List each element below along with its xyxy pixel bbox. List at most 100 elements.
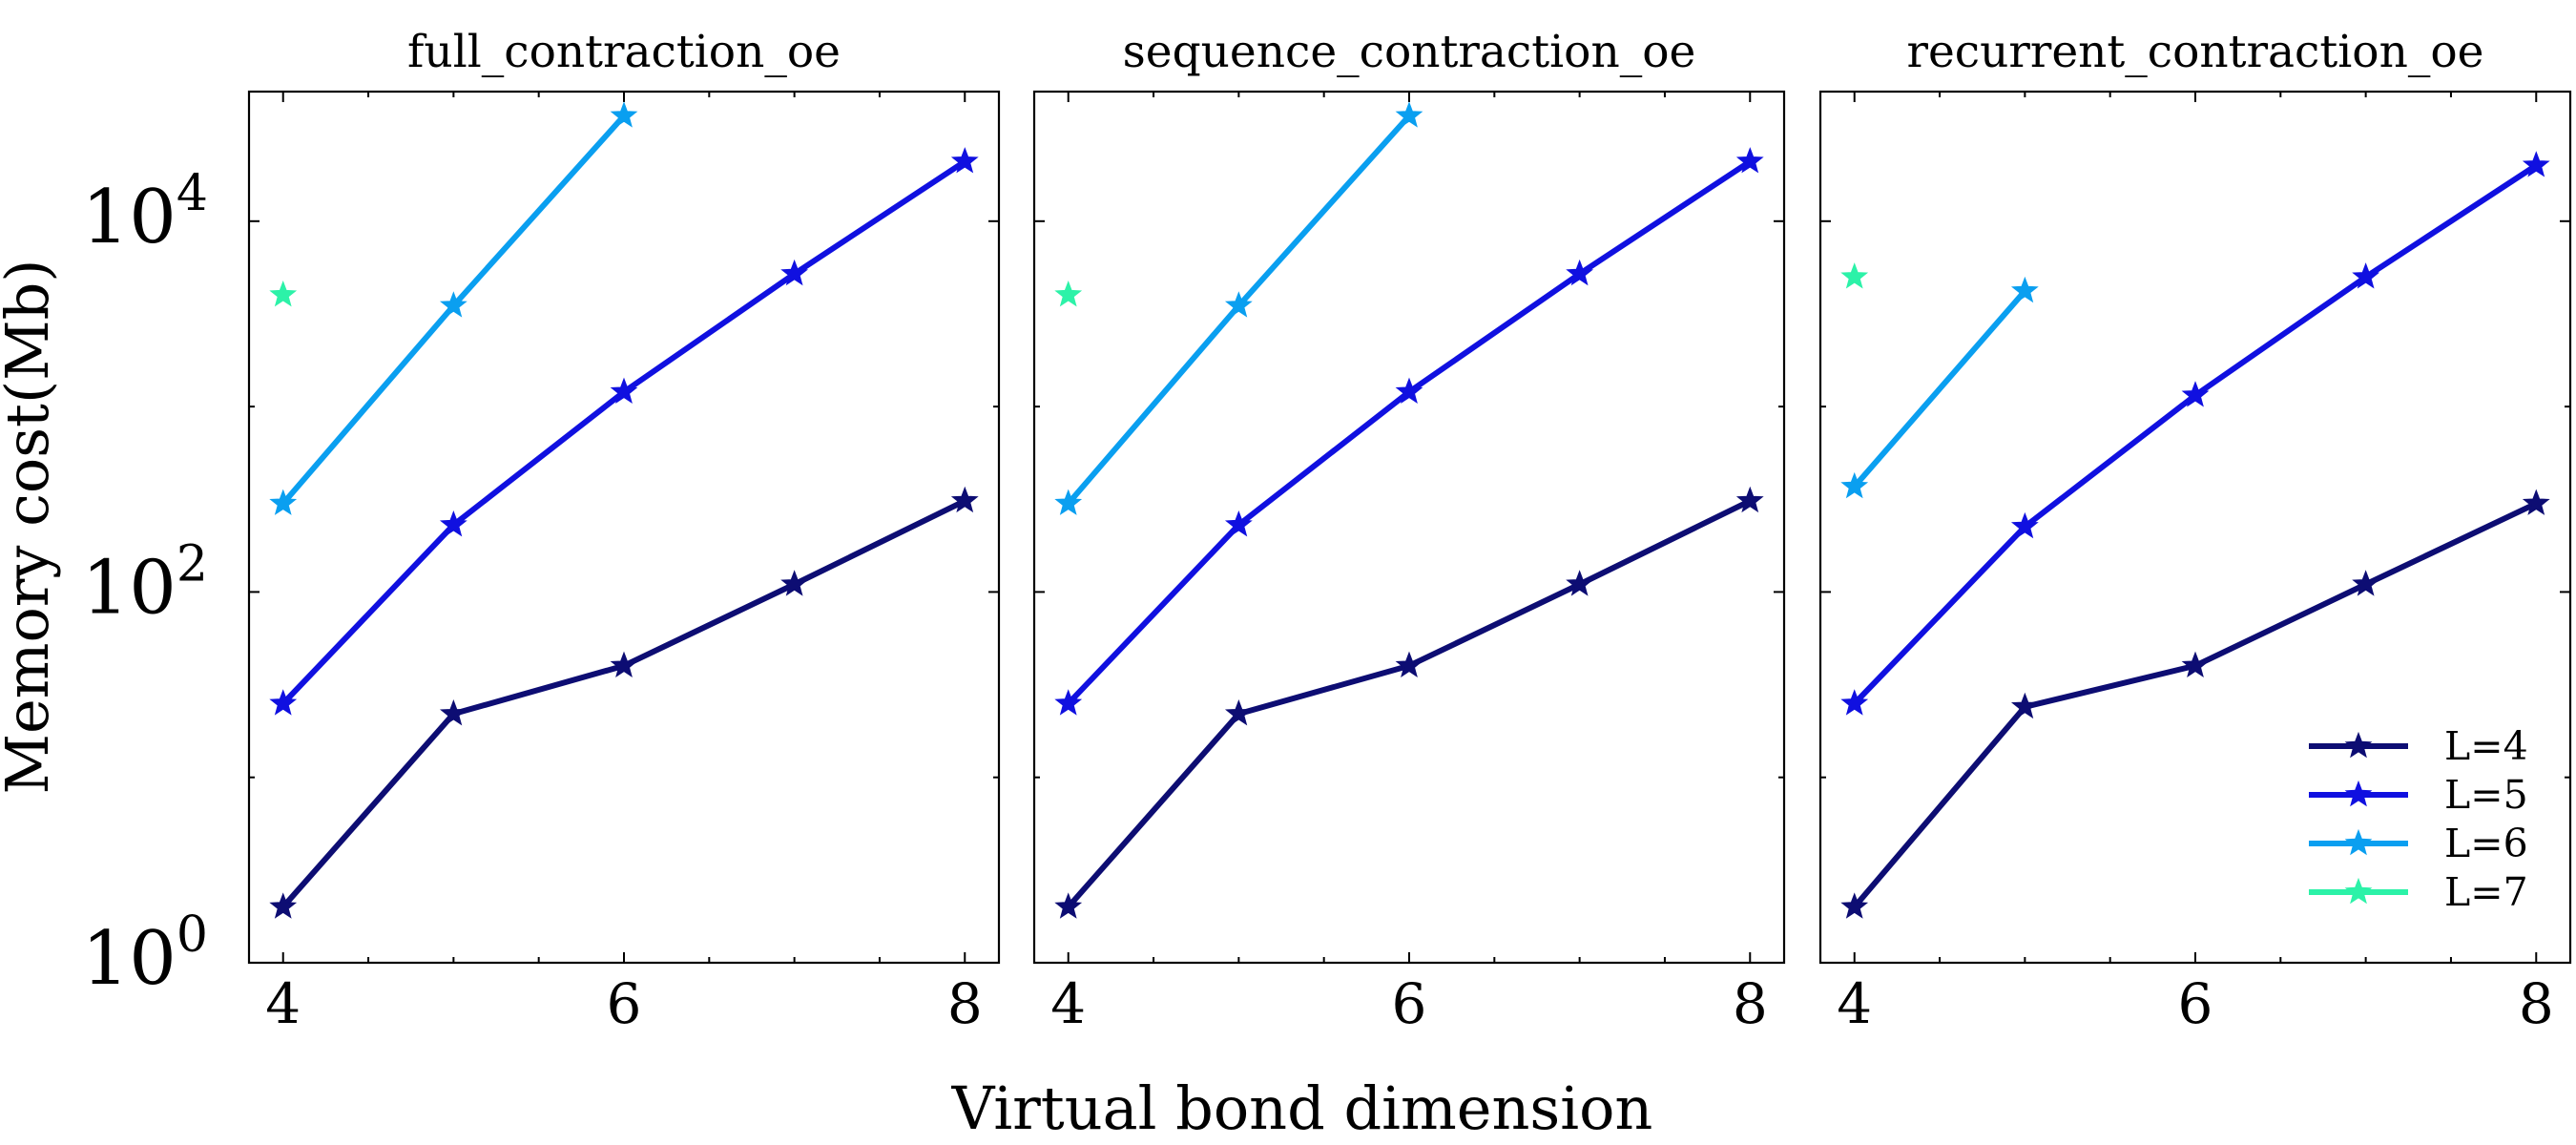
legend-item-L-5: L=5 xyxy=(2309,772,2528,818)
data-point xyxy=(1566,259,1594,286)
series-L-4 xyxy=(1054,486,1764,919)
legend-marker xyxy=(2344,877,2373,905)
panel-title: full_contraction_oe xyxy=(407,26,841,78)
series-line xyxy=(1852,289,2027,489)
legend-marker xyxy=(2344,731,2373,759)
data-point xyxy=(610,651,638,677)
data-point xyxy=(269,689,298,716)
data-point xyxy=(269,281,298,307)
legend-item-L-4: L=4 xyxy=(2309,723,2528,769)
x-tick-label: 6 xyxy=(1392,971,1427,1036)
series-L-5 xyxy=(1054,147,1764,716)
data-point xyxy=(1840,892,1869,919)
plot-area xyxy=(1054,101,1764,919)
data-point xyxy=(1840,262,1869,289)
y-ticks xyxy=(249,219,999,964)
x-ticks xyxy=(281,92,966,963)
plot-area xyxy=(1840,151,2550,919)
data-point xyxy=(2352,570,2380,596)
data-point xyxy=(2181,381,2210,407)
data-point xyxy=(2181,651,2210,677)
plot-frame xyxy=(247,90,1001,965)
y-tick-label: 102 xyxy=(82,535,208,631)
x-axis-label: Virtual bond dimension xyxy=(951,1073,1653,1143)
data-point xyxy=(1224,291,1253,318)
series-line xyxy=(1066,498,1752,909)
legend: L=4L=5L=6L=7 xyxy=(2309,723,2528,915)
series-L-5 xyxy=(1840,151,2550,716)
data-point xyxy=(439,510,467,537)
series-L-7 xyxy=(1840,262,1869,289)
series-line xyxy=(1066,158,1752,706)
legend-label: L=4 xyxy=(2444,723,2528,769)
chart-panel-3: 4 6 8 recurrent_contraction_oe L=4L=5L=6L=7 xyxy=(1818,26,2572,1036)
y-ticks xyxy=(1820,219,2570,964)
data-point xyxy=(2010,511,2039,539)
data-point xyxy=(2522,151,2550,177)
data-point xyxy=(1224,510,1253,537)
data-point xyxy=(2010,276,2039,303)
series-line xyxy=(280,158,966,706)
series-L-4 xyxy=(1840,489,2550,919)
data-point xyxy=(780,259,809,286)
x-tick-label: 8 xyxy=(2519,971,2554,1036)
data-point xyxy=(1054,489,1083,515)
data-point xyxy=(1566,570,1594,596)
series-L-5 xyxy=(269,147,979,716)
x-tick-label: 6 xyxy=(2178,971,2213,1036)
plot-area xyxy=(269,101,979,919)
series-line xyxy=(1852,162,2538,706)
data-point xyxy=(1054,892,1083,919)
y-ticks xyxy=(1034,219,1784,964)
chart-panel-2: 4 6 8 sequence_contraction_oe xyxy=(1032,26,1786,1036)
data-point xyxy=(1224,699,1253,726)
x-tick-label: 8 xyxy=(947,971,983,1036)
legend-item-L-6: L=6 xyxy=(2309,821,2528,866)
data-point xyxy=(1395,651,1423,677)
plot-frame xyxy=(1032,90,1786,965)
series-L-6 xyxy=(1054,101,1423,515)
panel-title: sequence_contraction_oe xyxy=(1123,26,1696,78)
data-point xyxy=(950,486,979,513)
y-tick-label: 100 xyxy=(82,906,208,1002)
series-L-7 xyxy=(269,281,298,307)
data-point xyxy=(439,291,467,318)
data-point xyxy=(1735,147,1764,174)
legend-marker xyxy=(2344,780,2373,807)
legend-label: L=5 xyxy=(2444,772,2528,818)
x-tick-label: 4 xyxy=(265,971,301,1036)
data-point xyxy=(1840,471,1869,499)
x-tick-label: 8 xyxy=(1733,971,1768,1036)
panel-title: recurrent_contraction_oe xyxy=(1907,26,2484,78)
x-ticks xyxy=(1853,92,2538,963)
legend-item-L-7: L=7 xyxy=(2309,869,2528,915)
legend-marker xyxy=(2344,828,2373,856)
series-line xyxy=(1852,500,2538,909)
data-point xyxy=(1735,486,1764,513)
data-point xyxy=(439,699,467,726)
series-L-6 xyxy=(1840,276,2039,499)
data-point xyxy=(269,892,298,919)
data-point xyxy=(2522,489,2550,515)
series-L-6 xyxy=(269,101,638,515)
data-point xyxy=(269,489,298,515)
legend-label: L=7 xyxy=(2444,869,2528,915)
legend-label: L=6 xyxy=(2444,821,2528,866)
data-point xyxy=(2352,262,2380,289)
y-axis-label: Memory cost(Mb) xyxy=(0,260,62,795)
data-point xyxy=(610,101,638,128)
series-line xyxy=(280,498,966,909)
x-tick-label: 4 xyxy=(1837,971,1872,1036)
series-L-4 xyxy=(269,486,979,919)
x-tick-label: 6 xyxy=(607,971,642,1036)
data-point xyxy=(950,147,979,174)
y-tick-label: 104 xyxy=(82,165,208,260)
data-point xyxy=(1054,689,1083,716)
x-tick-label: 4 xyxy=(1050,971,1086,1036)
series-L-7 xyxy=(1054,281,1083,307)
data-point xyxy=(2010,692,2039,719)
chart-panel-1: 4 6 8 100 102 104 full_contraction_oe xyxy=(82,26,1001,1036)
data-point xyxy=(780,570,809,596)
